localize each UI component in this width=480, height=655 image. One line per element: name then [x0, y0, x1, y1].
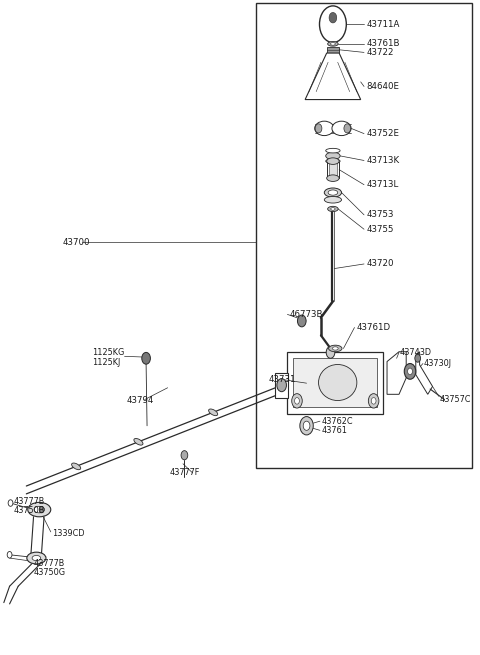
Bar [293, 358, 377, 407]
Ellipse shape [32, 555, 41, 561]
Text: 43777F: 43777F [170, 468, 201, 477]
Ellipse shape [28, 502, 51, 517]
Text: 43762C: 43762C [322, 417, 353, 426]
Polygon shape [416, 352, 432, 394]
Text: 43720: 43720 [366, 259, 394, 269]
Ellipse shape [315, 121, 334, 136]
Circle shape [7, 552, 12, 558]
Circle shape [303, 421, 310, 430]
Ellipse shape [27, 552, 46, 564]
Ellipse shape [331, 43, 336, 45]
Text: 84640E: 84640E [366, 82, 399, 91]
Ellipse shape [326, 148, 340, 153]
Circle shape [181, 451, 188, 460]
Text: 43753: 43753 [366, 210, 394, 219]
Circle shape [39, 506, 44, 513]
Bar [256, 3, 472, 468]
Ellipse shape [326, 159, 340, 164]
Ellipse shape [324, 188, 342, 197]
Text: 43761: 43761 [322, 426, 348, 435]
Text: 43761B: 43761B [366, 39, 400, 48]
Circle shape [404, 364, 416, 379]
Ellipse shape [328, 206, 338, 212]
Text: 43713K: 43713K [366, 156, 399, 165]
Ellipse shape [333, 347, 338, 350]
Ellipse shape [328, 190, 338, 195]
Text: 43755: 43755 [366, 225, 394, 234]
Circle shape [408, 368, 412, 375]
Text: 1125KJ: 1125KJ [92, 358, 120, 367]
Ellipse shape [134, 438, 143, 445]
Circle shape [8, 500, 13, 506]
Ellipse shape [328, 42, 338, 46]
Ellipse shape [324, 196, 342, 203]
Circle shape [320, 6, 346, 43]
Ellipse shape [72, 463, 81, 470]
Bar [288, 352, 383, 414]
Ellipse shape [34, 506, 45, 513]
Ellipse shape [319, 365, 357, 401]
Ellipse shape [326, 152, 340, 160]
Text: 43794: 43794 [127, 396, 154, 405]
Polygon shape [387, 352, 406, 394]
Text: 43777B: 43777B [13, 496, 45, 506]
Circle shape [298, 315, 306, 327]
Text: 43731: 43731 [268, 375, 296, 384]
Circle shape [292, 394, 302, 408]
Text: 43711A: 43711A [366, 20, 400, 29]
Text: 43750G: 43750G [34, 568, 66, 577]
Text: 43761D: 43761D [357, 323, 391, 332]
Ellipse shape [331, 208, 335, 210]
Circle shape [371, 398, 376, 404]
Circle shape [329, 12, 337, 23]
Text: 43757C: 43757C [440, 395, 471, 404]
Text: 43713L: 43713L [366, 180, 399, 189]
Text: 46773B: 46773B [290, 310, 324, 319]
Text: 43752E: 43752E [366, 129, 399, 138]
Circle shape [300, 417, 313, 435]
Circle shape [368, 394, 379, 408]
Circle shape [277, 379, 287, 392]
Ellipse shape [332, 121, 351, 136]
Text: 43722: 43722 [366, 48, 394, 57]
Text: 43730J: 43730J [424, 359, 452, 368]
Ellipse shape [327, 158, 339, 164]
Bar [276, 373, 288, 398]
Circle shape [415, 354, 420, 362]
Text: 43743D: 43743D [400, 348, 432, 357]
Ellipse shape [329, 345, 342, 352]
Text: 1339CD: 1339CD [52, 529, 84, 538]
Ellipse shape [209, 409, 218, 416]
Circle shape [326, 346, 335, 358]
Circle shape [344, 124, 350, 133]
Polygon shape [305, 53, 360, 100]
Bar [327, 161, 339, 178]
Circle shape [315, 124, 322, 133]
Text: 43777B: 43777B [34, 559, 65, 568]
Ellipse shape [327, 175, 339, 181]
Circle shape [295, 398, 300, 404]
Text: 43700: 43700 [62, 238, 90, 247]
Text: 1125KG: 1125KG [92, 348, 124, 357]
Bar [329, 162, 337, 177]
Text: 43750B: 43750B [13, 506, 45, 515]
Bar [327, 47, 339, 53]
Circle shape [142, 352, 150, 364]
